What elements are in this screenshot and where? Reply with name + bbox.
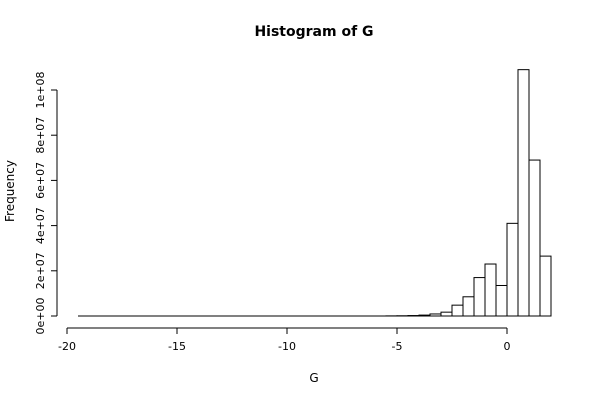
- y-tick-label-1: 2e+07: [34, 252, 47, 289]
- histogram-bar-37: [484, 263, 497, 317]
- x-tick-label-4: 0: [504, 340, 511, 353]
- y-axis: 0e+00 2e+07 4e+07 6e+07 8e+07 1e+08: [34, 72, 58, 335]
- x-tick-label-0: -20: [58, 340, 76, 353]
- y-tick-label-0: 0e+00: [34, 298, 47, 335]
- histogram-bar-38: [495, 284, 508, 317]
- histogram-bar-40: [517, 69, 530, 317]
- histogram-bar-42: [539, 255, 552, 317]
- histogram-bar-36: [473, 277, 486, 317]
- y-axis-label: Frequency: [3, 160, 17, 222]
- x-axis-label: G: [309, 371, 318, 385]
- y-tick-label-4: 8e+07: [34, 117, 47, 154]
- histogram-bar-41: [528, 159, 541, 317]
- y-tick-label-5: 1e+08: [34, 72, 47, 109]
- histogram-bar-33: [440, 311, 453, 317]
- x-ticks: -20 -15 -10 -5 0: [58, 328, 511, 353]
- x-axis: -20 -15 -10 -5 0: [58, 327, 511, 353]
- histogram-bar-35: [462, 296, 475, 317]
- bars-group: [78, 69, 552, 317]
- histogram-bar-34: [451, 304, 464, 317]
- histogram-bar-39: [506, 222, 519, 317]
- x-tick-label-2: -10: [278, 340, 296, 353]
- x-tick-label-1: -15: [168, 340, 186, 353]
- chart-title: Histogram of G: [254, 24, 373, 40]
- x-tick-label-3: -5: [392, 340, 403, 353]
- y-tick-label-2: 4e+07: [34, 207, 47, 244]
- y-ticks: 0e+00 2e+07 4e+07 6e+07 8e+07 1e+08: [34, 72, 57, 335]
- y-tick-label-3: 6e+07: [34, 162, 47, 199]
